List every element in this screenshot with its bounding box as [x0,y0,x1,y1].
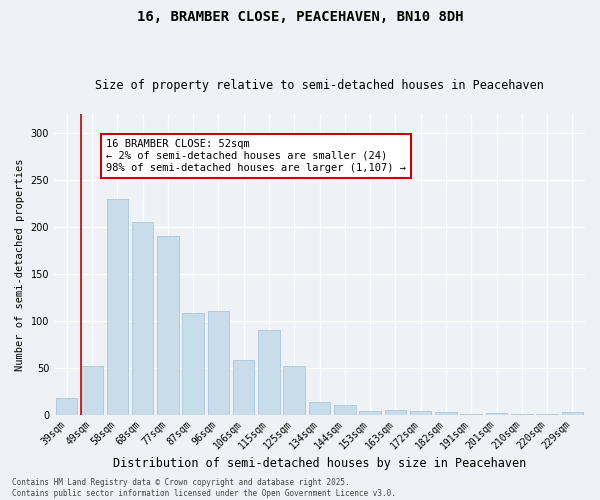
Title: Size of property relative to semi-detached houses in Peacehaven: Size of property relative to semi-detach… [95,79,544,92]
Bar [81,366,103,414]
Bar [309,402,330,414]
Text: 16 BRAMBER CLOSE: 52sqm
← 2% of semi-detached houses are smaller (24)
98% of sem: 16 BRAMBER CLOSE: 52sqm ← 2% of semi-det… [106,140,406,172]
Text: Contains HM Land Registry data © Crown copyright and database right 2025.
Contai: Contains HM Land Registry data © Crown c… [12,478,396,498]
X-axis label: Distribution of semi-detached houses by size in Peacehaven: Distribution of semi-detached houses by … [113,457,526,470]
Bar [107,198,128,414]
Bar [157,236,179,414]
Bar [334,405,356,414]
Bar [182,313,204,414]
Bar [132,222,153,414]
Bar [56,398,77,414]
Text: 16, BRAMBER CLOSE, PEACEHAVEN, BN10 8DH: 16, BRAMBER CLOSE, PEACEHAVEN, BN10 8DH [137,10,463,24]
Bar [359,411,381,414]
Bar [562,412,583,414]
Bar [233,360,254,414]
Bar [435,412,457,414]
Bar [486,412,507,414]
Bar [385,410,406,414]
Bar [283,366,305,414]
Bar [208,312,229,414]
Bar [258,330,280,414]
Y-axis label: Number of semi-detached properties: Number of semi-detached properties [15,158,25,370]
Bar [410,411,431,414]
